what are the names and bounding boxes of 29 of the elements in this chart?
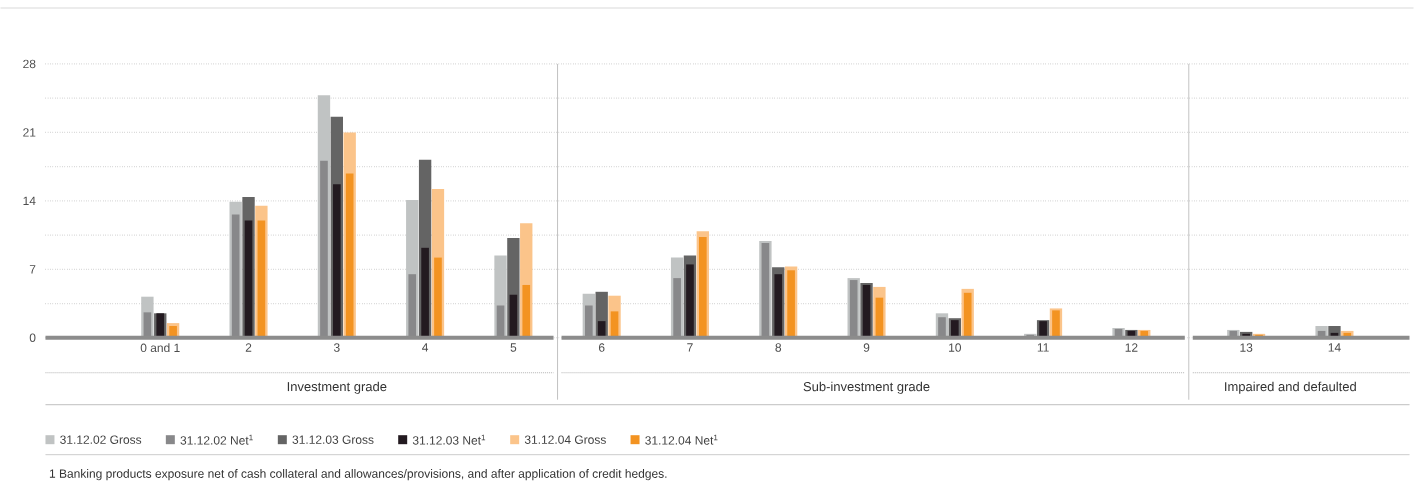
x-tick-label: 12 [1125,343,1138,352]
x-tick-label: 3 [333,343,340,352]
y-tick-label: 21 [23,128,36,137]
x-tick-label: 11 [1037,343,1049,352]
x-tick-label: 0 and 1 [140,343,180,353]
x-tick-label: 9 [863,343,870,352]
x-tick-label: 14 [1328,343,1341,352]
text: 1 Banking products exposure net of cash collateral and allowances/provisions, and after application of credit hedges. [49,469,667,481]
x-tick-label: 4 [422,343,429,352]
y-tick-label: 28 [23,59,36,69]
legend-label: 31.12.04 Gross [524,435,606,445]
legend-label: 31.12.02 Gross [60,435,142,445]
x-tick-label: 13 [1240,343,1253,352]
x-tick-label: 10 [949,343,962,352]
y-tick-label: 0 [29,333,36,343]
text: Impaired and defaulted [1225,381,1356,394]
legend-label: 31.12.03 Net$^{1}$ [412,434,486,445]
text: Sub-investment grade [803,381,930,394]
x-tick-label: 5 [510,343,517,352]
x-tick-label: 6 [598,343,605,352]
text: Investment grade [287,381,387,394]
legend-label: 31.12.03 Gross [292,435,374,445]
x-tick-label: 7 [687,343,693,352]
x-tick-label: 2 [245,343,252,352]
x-tick-label: 8 [775,343,782,352]
y-tick-label: 7 [29,265,36,274]
legend-label: 31.12.02 Net$^{1}$ [180,434,253,445]
legend-label: 31.12.04 Net$^{1}$ [645,434,718,445]
y-tick-label: 14 [23,196,36,206]
